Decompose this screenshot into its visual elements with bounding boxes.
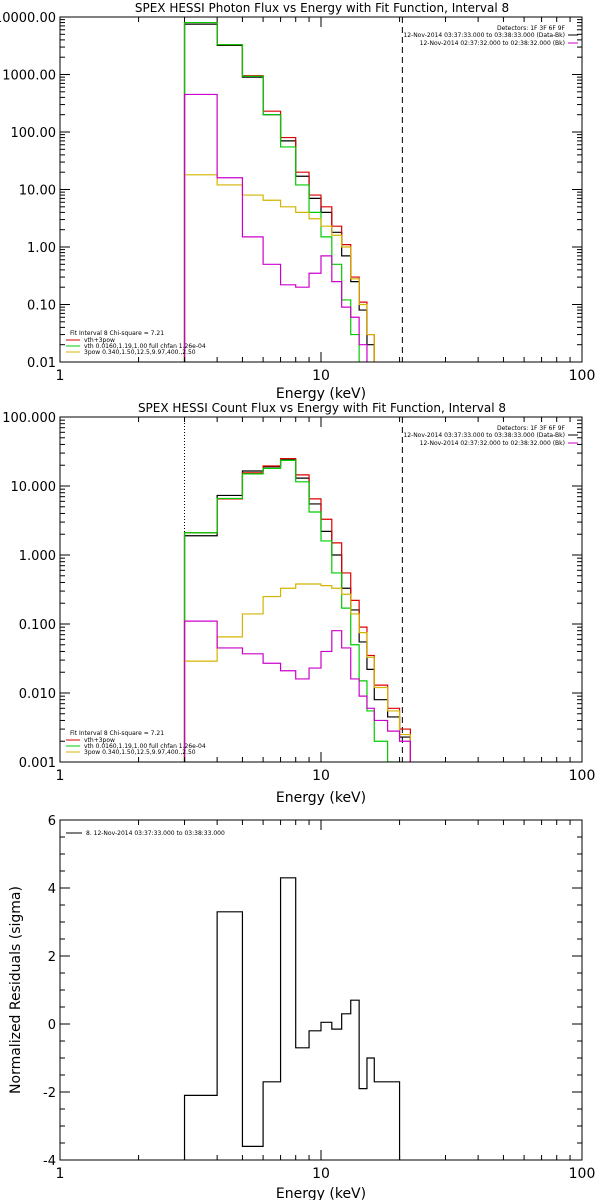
series-vth-3pow	[183, 457, 411, 762]
panel-photon-flux-title: SPEX HESSI Photon Flux vs Energy with Fi…	[135, 1, 509, 15]
x-tick-label: 10	[312, 368, 330, 384]
y-tick-label: 1000.00	[2, 69, 56, 84]
y-tick-label: -2	[43, 1086, 56, 1101]
y-tick-label: 0.10	[27, 299, 56, 314]
photon-flux-y-axis: 0.01 0.10 1.00 10.00 100.00 1000.00 10000.00	[0, 11, 582, 371]
plot-area	[183, 417, 411, 762]
legend-fit-header: Fit Interval 8 Chi-square = 7.21	[70, 330, 164, 337]
y-tick-label: 0.01	[27, 356, 56, 371]
residuals-x-axis-label: Energy (keV)	[276, 1186, 366, 1200]
legend-entry-bk: 12-Nov-2014 02:37:32.000 to 02:38:32.000…	[420, 40, 565, 47]
y-tick-label: 0.001	[19, 756, 56, 771]
residuals-plot-frame	[59, 819, 583, 1161]
legend-entry-vth: vth 0.0160,1.19,1.00 full chfan 1.26e-04	[84, 743, 206, 750]
photon-flux-plot-frame	[59, 16, 583, 363]
residuals-y-axis: -4 -2 0 2 4 6	[43, 814, 582, 1169]
y-tick-label: 10000.00	[0, 11, 56, 26]
count-flux-plot-frame	[59, 416, 583, 763]
residuals-x-axis: 1 10 100	[56, 820, 596, 1182]
y-tick-label: 10.00	[19, 184, 56, 199]
x-tick-label: 100	[569, 1166, 596, 1182]
x-tick-label: 100	[569, 768, 596, 784]
legend-header: Detectors: 1F 3F 6F 9F	[497, 25, 566, 32]
plot-area	[183, 877, 401, 1160]
photon-flux-legend-top-right: Detectors: 1F 3F 6F 9F 12-Nov-2014 03:37…	[403, 25, 578, 47]
y-tick-label: 6	[48, 814, 56, 829]
panel-photon-flux: SPEX HESSI Photon Flux vs Energy with Fi…	[0, 1, 595, 402]
photon-flux-plot	[183, 17, 403, 362]
y-tick-label: -4	[43, 1154, 56, 1169]
x-tick-label: 1	[56, 368, 65, 384]
legend-entry-bk: 12-Nov-2014 02:37:32.000 to 02:38:32.000…	[420, 440, 565, 447]
x-tick-label: 100	[569, 368, 596, 384]
y-tick-label: 100.000	[2, 411, 56, 426]
count-flux-legend-bottom-left: Fit Interval 8 Chi-square = 7.21 vth+3po…	[66, 730, 206, 756]
y-tick-label: 4	[48, 882, 56, 897]
legend-entry-data-bk: 12-Nov-2014 03:37:33.000 to 03:38:33.000…	[403, 32, 565, 39]
series-12-nov-2014-03-37-33-000-to-03-38-33-000-data-bk	[183, 23, 375, 362]
series-8-12-nov-2014-03-37-33-000-to-03-38-33-000	[183, 877, 401, 1160]
series-vth-0-0160-1-19-1-00-full-chfan-1-26e-04	[183, 459, 401, 762]
panel-count-flux: SPEX HESSI Count Flux vs Energy with Fit…	[2, 401, 595, 806]
x-tick-label: 1	[56, 1166, 65, 1182]
series-vth-0-0160-1-19-1-00-full-chfan-1-26e-04	[183, 21, 360, 362]
series-3pow-0-340-1-50-12-5-9-97-400-2-50	[183, 174, 375, 362]
legend-entry-data-bk: 12-Nov-2014 03:37:33.000 to 03:38:33.000…	[403, 432, 565, 439]
legend-entry-vth: vth 0.0160,1.19,1.00 full chfan 1.26e-04	[84, 343, 206, 350]
photon-flux-x-axis: 1 10 100	[56, 17, 596, 384]
panel-residuals: 1 10 100 -4 -2 0 2 4 6 Energy (keV) Normalized …	[8, 814, 595, 1200]
residuals-legend: 8. 12-Nov-2014 03:37:33.000 to 03:38:33.…	[66, 830, 225, 837]
y-tick-label: 0	[48, 1018, 56, 1033]
series-12-nov-2014-02-37-32-000-to-02-38-32-000-bk	[183, 620, 411, 762]
photon-flux-x-axis-label: Energy (keV)	[276, 386, 366, 402]
legend-entry-total: vth+3pow	[84, 337, 115, 344]
x-tick-label: 10	[312, 1166, 330, 1182]
legend-header: Detectors: 1F 3F 6F 9F	[497, 425, 566, 432]
count-flux-plot	[183, 417, 411, 762]
y-tick-label: 2	[48, 950, 56, 965]
legend-entry-total: vth+3pow	[84, 737, 115, 744]
count-flux-legend-top-right: Detectors: 1F 3F 6F 9F 12-Nov-2014 03:37…	[403, 425, 578, 447]
y-tick-label: 0.100	[19, 618, 56, 633]
plot-area	[183, 17, 403, 362]
residuals-plot	[183, 877, 401, 1160]
count-flux-y-axis: 0.001 0.010 0.100 1.000 10.000 100.000	[2, 411, 582, 771]
x-tick-label: 1	[56, 768, 65, 784]
series-12-nov-2014-02-37-32-000-to-02-38-32-000-bk	[183, 93, 368, 362]
y-tick-label: 1.000	[19, 549, 56, 564]
panel-count-flux-title: SPEX HESSI Count Flux vs Energy with Fit…	[138, 401, 506, 415]
y-tick-label: 100.00	[11, 126, 57, 141]
y-tick-label: 10.000	[11, 480, 57, 495]
legend-entry-residuals: 8. 12-Nov-2014 03:37:33.000 to 03:38:33.…	[86, 830, 225, 837]
series-vth-3pow	[183, 21, 375, 362]
legend-entry-3pow: 3pow 0.340,1.50,12.5,9.97,400.,2.50	[84, 349, 196, 356]
y-tick-label: 0.010	[19, 687, 56, 702]
legend-entry-3pow: 3pow 0.340,1.50,12.5,9.97,400.,2.50	[84, 749, 196, 756]
count-flux-x-axis: 1 10 100	[56, 417, 596, 784]
x-tick-label: 10	[312, 768, 330, 784]
y-tick-label: 1.00	[27, 241, 56, 256]
residuals-y-axis-label: Normalized Residuals (sigma)	[8, 886, 24, 1094]
series-3pow-0-340-1-50-12-5-9-97-400-2-50	[183, 583, 411, 762]
photon-flux-legend-bottom-left: Fit Interval 8 Chi-square = 7.21 vth+3po…	[66, 330, 206, 356]
count-flux-x-axis-label: Energy (keV)	[276, 790, 366, 806]
legend-fit-header: Fit Interval 8 Chi-square = 7.21	[70, 730, 164, 737]
